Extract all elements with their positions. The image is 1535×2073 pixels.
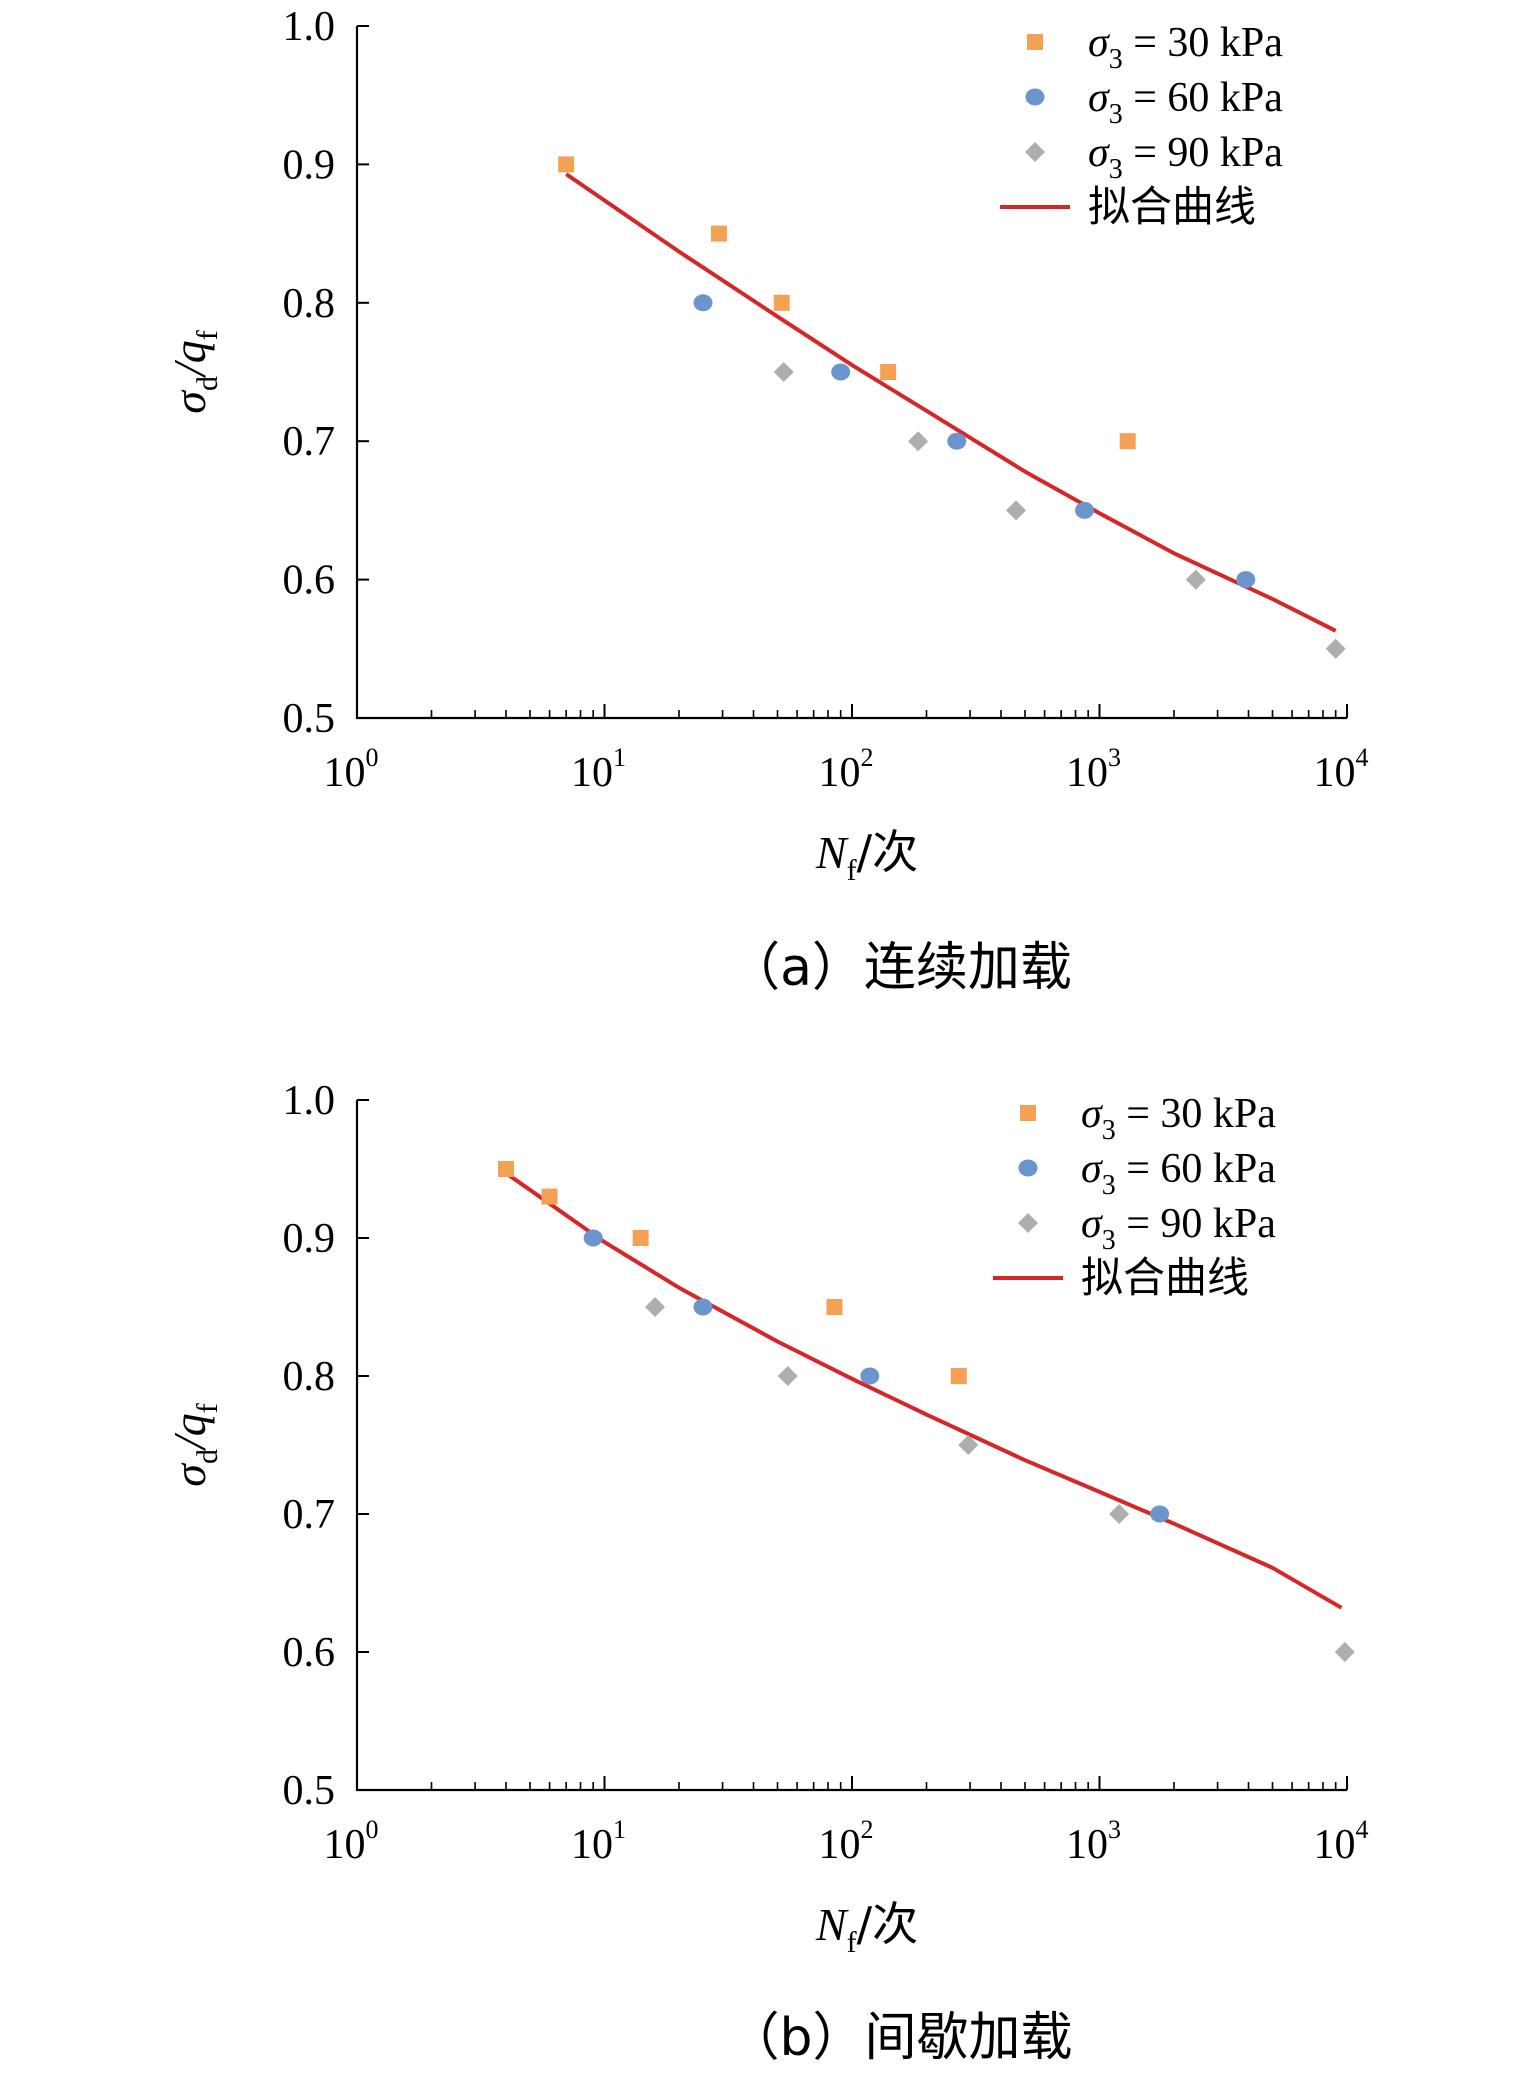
- legend-label: σ3 = 60 kPa: [1081, 1146, 1276, 1201]
- x-tick-label: 100: [324, 1815, 379, 1868]
- data-point-circle: [947, 432, 967, 450]
- data-point-diamond: [1006, 500, 1027, 521]
- data-point-diamond: [773, 362, 794, 382]
- y-tick-label: 0.6: [283, 1630, 336, 1676]
- data-point-circle: [831, 363, 851, 381]
- legend-marker-circle: [1025, 88, 1045, 106]
- legend-marker-square: [1027, 34, 1043, 50]
- x-tick-label: 104: [1314, 743, 1369, 796]
- y-tick-label: 0.7: [283, 419, 336, 465]
- chart-caption: （b）间歇加载: [727, 2008, 1072, 2068]
- legend-label: 拟合曲线: [1081, 1253, 1249, 1302]
- legend-marker-diamond: [1025, 142, 1045, 162]
- data-point-diamond: [958, 1435, 979, 1455]
- y-axis-label: σd/qf: [164, 330, 224, 413]
- data-point-diamond: [908, 431, 929, 452]
- y-tick-label: 1.0: [283, 4, 336, 50]
- data-point-circle: [1075, 501, 1095, 519]
- y-tick-label: 0.9: [283, 1216, 336, 1262]
- x-tick-label: 102: [819, 1815, 874, 1868]
- y-tick-label: 0.8: [283, 281, 336, 327]
- data-point-circle: [1236, 571, 1256, 589]
- x-tick-label: 103: [1066, 1815, 1121, 1868]
- x-tick-label: 104: [1314, 1815, 1369, 1868]
- chart-caption: （a）连续加载: [728, 938, 1072, 998]
- data-point-square: [1119, 433, 1136, 450]
- y-axis-label: σd/qf: [164, 1403, 224, 1486]
- legend-label: σ3 = 60 kPa: [1088, 75, 1283, 130]
- legend-label: σ3 = 90 kPa: [1081, 1201, 1276, 1256]
- data-point-square: [632, 1230, 649, 1246]
- data-point-diamond: [1325, 638, 1346, 659]
- y-tick-label: 0.8: [283, 1354, 336, 1400]
- data-point-square: [773, 294, 790, 311]
- data-point-square: [558, 156, 575, 173]
- fit-curve: [565, 172, 1337, 633]
- legend-marker-diamond: [1018, 1213, 1038, 1233]
- legend-label: 拟合曲线: [1088, 182, 1256, 231]
- data-point-circle: [693, 294, 713, 312]
- data-point-square: [541, 1188, 558, 1205]
- data-point-square: [710, 225, 727, 242]
- data-point-circle: [583, 1229, 603, 1247]
- data-point-diamond: [645, 1297, 666, 1317]
- legend-label: σ3 = 30 kPa: [1088, 20, 1283, 75]
- x-tick-label: 103: [1066, 743, 1121, 796]
- y-tick-label: 0.7: [283, 1492, 336, 1538]
- legend-label: σ3 = 30 kPa: [1081, 1091, 1276, 1146]
- legend-marker-square: [1020, 1105, 1036, 1121]
- x-axis-label: Nf/次: [815, 825, 918, 887]
- y-tick-label: 0.5: [283, 1768, 336, 1814]
- data-point-square: [826, 1299, 843, 1315]
- x-tick-label: 100: [324, 743, 379, 796]
- data-point-square: [950, 1368, 967, 1384]
- x-tick-label: 101: [571, 1815, 626, 1868]
- x-tick-label: 102: [819, 743, 874, 796]
- legend-label: σ3 = 90 kPa: [1088, 130, 1283, 185]
- fit-curve: [504, 1171, 1343, 1610]
- chart-intermittent-loading: 0.5 0.6 0.7 0.8 0.9 1.0 100 101 102 103 104 σ3 = 30…: [164, 1078, 1369, 2068]
- data-point-circle: [860, 1367, 880, 1385]
- data-point-diamond: [1109, 1504, 1130, 1524]
- data-point-diamond: [777, 1366, 798, 1386]
- x-axis-label: Nf/次: [815, 1897, 918, 1959]
- y-tick-label: 1.0: [283, 1078, 336, 1124]
- data-point-circle: [693, 1298, 713, 1316]
- x-tick-label: 101: [571, 743, 626, 796]
- data-point-square: [880, 364, 897, 380]
- data-point-square: [498, 1161, 515, 1177]
- data-point-circle: [1150, 1505, 1170, 1523]
- chart-continuous-loading: 0.5 0.6 0.7 0.8 0.9 1.0 100 101 102 103 104 σ3 = 30…: [164, 4, 1369, 998]
- data-point-diamond: [1185, 569, 1206, 590]
- data-point-diamond: [1334, 1642, 1355, 1662]
- y-tick-label: 0.6: [283, 558, 336, 604]
- legend-marker-circle: [1018, 1159, 1038, 1177]
- y-tick-label: 0.9: [283, 142, 336, 188]
- y-tick-label: 0.5: [283, 696, 336, 742]
